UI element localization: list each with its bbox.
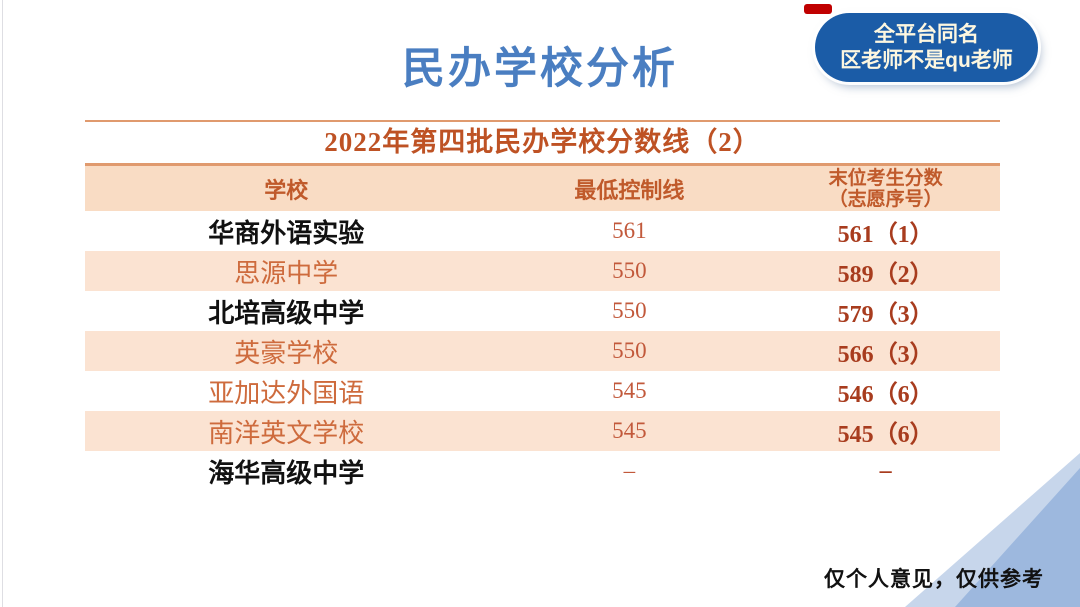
table-row: 华商外语实验 561 561（1） bbox=[85, 211, 1000, 251]
min-control-line-value: – bbox=[623, 458, 636, 483]
school-name: 海华高级中学 bbox=[208, 458, 365, 488]
min-control-line-value: 550 bbox=[612, 298, 647, 323]
last-candidate-score-value: 579（3） bbox=[837, 301, 934, 328]
last-candidate-score-value: 546（6） bbox=[837, 381, 934, 408]
top-divider bbox=[85, 120, 1000, 122]
school-name: 思源中学 bbox=[234, 258, 339, 288]
school-name: 英豪学校 bbox=[234, 338, 339, 368]
min-control-line-value: 550 bbox=[612, 338, 647, 363]
score-table: 2022年第四批民办学校分数线（2） 学校 最低控制线 末位考生分数 （志愿序号… bbox=[85, 120, 1000, 491]
min-control-line-value: 545 bbox=[612, 418, 647, 443]
last-candidate-score-value: 545（6） bbox=[837, 421, 934, 448]
author-badge: 全平台同名 区老师不是qu老师 bbox=[815, 13, 1038, 82]
table-body: 华商外语实验 561 561（1） 思源中学 550 589（2） 北培高级中学 550 579… bbox=[85, 211, 1000, 491]
last-candidate-score-value: 589（2） bbox=[837, 261, 934, 288]
school-name: 华商外语实验 bbox=[208, 218, 365, 248]
last-candidate-score-value: – bbox=[879, 457, 892, 484]
school-name: 亚加达外国语 bbox=[208, 378, 365, 408]
left-edge-line bbox=[2, 0, 3, 607]
col-header-last-candidate-score: 末位考生分数 （志愿序号） bbox=[771, 168, 1000, 210]
badge-line2: 区老师不是qu老师 bbox=[840, 48, 1013, 72]
table-row: 海华高级中学 – – bbox=[85, 451, 1000, 491]
table-row: 英豪学校 550 566（3） bbox=[85, 331, 1000, 371]
badge-line1: 全平台同名 bbox=[874, 22, 979, 46]
col-header-min-control-line: 最低控制线 bbox=[574, 177, 685, 203]
table-row: 亚加达外国语 545 546（6） bbox=[85, 371, 1000, 411]
last-candidate-score-value: 566（3） bbox=[837, 341, 934, 368]
table-row: 北培高级中学 550 579（3） bbox=[85, 291, 1000, 331]
table-row: 南洋英文学校 545 545（6） bbox=[85, 411, 1000, 451]
table-title: 2022年第四批民办学校分数线（2） bbox=[324, 127, 761, 157]
table-row: 思源中学 550 589（2） bbox=[85, 251, 1000, 291]
table-header: 学校 最低控制线 末位考生分数 （志愿序号） bbox=[85, 166, 1000, 211]
min-control-line-value: 561 bbox=[612, 218, 647, 243]
corner-triangle-decoration bbox=[905, 453, 1080, 607]
min-control-line-value: 545 bbox=[612, 378, 647, 403]
header-divider bbox=[85, 163, 1000, 166]
min-control-line-value: 550 bbox=[612, 258, 647, 283]
corner-triangle-dark bbox=[955, 468, 1080, 607]
col-header-last-score-line1: 末位考生分数 bbox=[828, 167, 943, 189]
school-name: 北培高级中学 bbox=[208, 298, 365, 328]
page-title: 民办学校分析 bbox=[402, 45, 678, 93]
col-header-school: 学校 bbox=[264, 177, 309, 203]
last-candidate-score-value: 561（1） bbox=[837, 221, 934, 248]
col-header-last-score-line2: （志愿序号） bbox=[828, 188, 943, 210]
red-dash-decoration bbox=[804, 4, 832, 14]
school-name: 南洋英文学校 bbox=[208, 418, 365, 448]
disclaimer-note: 仅个人意见，仅供参考 bbox=[824, 568, 1044, 591]
